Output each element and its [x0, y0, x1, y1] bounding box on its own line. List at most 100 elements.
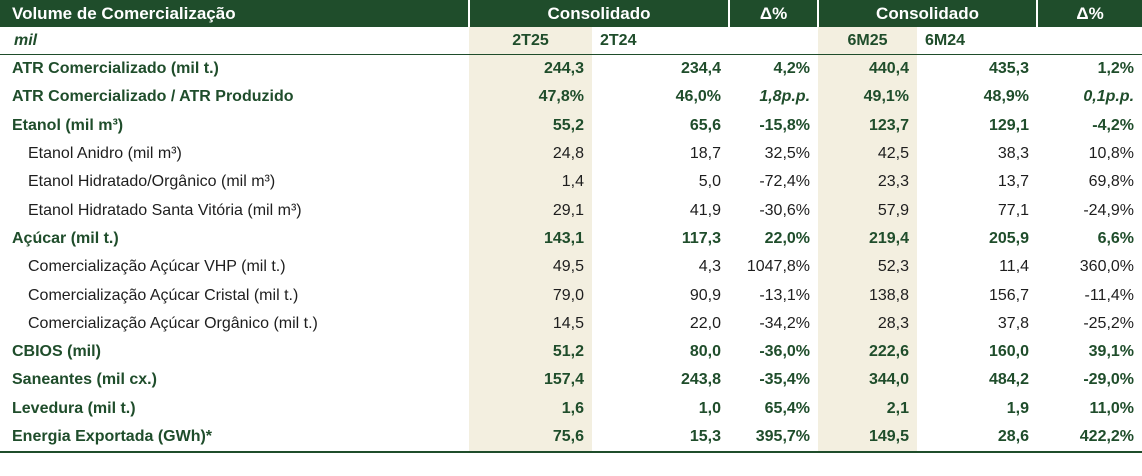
- cell-delta-h: 10,8%: [1088, 145, 1135, 163]
- cell-delta-q: 32,5%: [764, 145, 811, 163]
- cell-2t24: 117,3: [681, 229, 722, 247]
- cell-6m25: 28,3: [818, 309, 918, 338]
- cell-2t25: 14,5: [469, 309, 592, 338]
- cell-2t25: 157,4: [469, 366, 592, 395]
- delta-semester-header: Δ%: [1037, 0, 1142, 27]
- cell-delta-h: 0,1p.p.: [1083, 88, 1135, 106]
- row-label: Energia Exportada (GWh)*: [0, 422, 469, 454]
- row-label: Levedura (mil t.): [12, 399, 136, 417]
- cell-2t24: 80,0: [689, 343, 722, 361]
- row-label: Etanol Hidratado Santa Vitória (mil m³): [28, 201, 302, 219]
- row-label: Etanol Anidro (mil m³): [28, 145, 182, 163]
- cell-2t25: 51,2: [469, 337, 592, 367]
- cell-delta-q: -13,1%: [759, 286, 811, 304]
- cell-delta-h: 11,0%: [1089, 399, 1135, 417]
- cell-6m25: 149,5: [818, 422, 918, 454]
- cell-2t24: 234,4: [680, 60, 722, 78]
- cell-delta-h: 39,1%: [1088, 343, 1135, 361]
- header-row-groups: Volume de Comercialização Consolidado Δ%…: [0, 0, 1142, 27]
- table-row: Comercialização Açúcar Cristal (mil t.) …: [0, 281, 1142, 310]
- col-header-2t25: 2T25: [469, 27, 592, 55]
- cell-delta-q: -34,2%: [759, 314, 811, 332]
- cell-6m24: 13,7: [997, 173, 1030, 191]
- row-label: Açúcar (mil t.): [12, 229, 119, 247]
- cell-delta-q: -72,4%: [759, 173, 811, 191]
- cell-6m25: 2,1: [818, 394, 918, 423]
- cell-2t24: 90,9: [689, 286, 722, 304]
- cell-6m25: 49,1%: [818, 83, 918, 112]
- cell-6m24: 37,8: [997, 314, 1030, 332]
- cell-6m25: 23,3: [818, 168, 918, 197]
- cell-delta-q: 1,8p.p.: [759, 88, 811, 106]
- cell-6m25: 219,4: [818, 224, 918, 254]
- cell-delta-h: 360,0%: [1079, 258, 1135, 276]
- cell-6m24: 435,3: [988, 60, 1030, 78]
- row-label: Comercialização Açúcar VHP (mil t.): [28, 258, 286, 276]
- table-row: Etanol Hidratado Santa Vitória (mil m³) …: [0, 196, 1142, 225]
- row-label: ATR Comercializado / ATR Produzido: [12, 88, 294, 106]
- cell-delta-h: -29,0%: [1083, 371, 1135, 389]
- group-consolidado-quarter: Consolidado: [469, 0, 731, 27]
- unit-label: mil: [0, 27, 469, 55]
- cell-delta-h: -24,9%: [1083, 201, 1135, 219]
- cell-2t24: 5,0: [698, 173, 722, 191]
- cell-6m25: 344,0: [818, 366, 918, 395]
- cell-2t25: 75,6: [469, 422, 592, 454]
- table-row: Levedura (mil t.) 1,6 1,0 65,4% 2,1 1,9 …: [0, 394, 1142, 423]
- cell-delta-q: -15,8%: [759, 116, 811, 134]
- table-row: Etanol Anidro (mil m³) 24,8 18,7 32,5% 4…: [0, 139, 1142, 169]
- cell-6m24: 11,4: [999, 258, 1030, 276]
- table-row: ATR Comercializado / ATR Produzido 47,8%…: [0, 83, 1142, 112]
- cell-delta-q: 65,4%: [764, 399, 811, 417]
- cell-2t24: 65,6: [689, 116, 722, 134]
- cell-6m24: 38,3: [997, 145, 1030, 163]
- cell-2t25: 49,5: [469, 253, 592, 282]
- col-header-6m25: 6M25: [818, 27, 918, 55]
- cell-2t24: 15,3: [592, 422, 730, 454]
- table-row: Etanol (mil m³) 55,2 65,6 -15,8% 123,7 1…: [0, 111, 1142, 140]
- cell-6m25: 222,6: [818, 337, 918, 367]
- cell-2t25: 143,1: [469, 224, 592, 254]
- cell-6m25: 52,3: [818, 253, 918, 282]
- cell-delta-h: -4,2%: [1092, 116, 1135, 134]
- cell-6m25: 57,9: [818, 196, 918, 225]
- col-header-delta-q-blank: [729, 27, 819, 55]
- cell-delta-h: 69,8%: [1088, 173, 1135, 191]
- cell-delta-q: 395,7%: [729, 422, 819, 454]
- table-row: Etanol Hidratado/Orgânico (mil m³) 1,4 5…: [0, 168, 1142, 197]
- cell-2t24: 41,9: [689, 201, 722, 219]
- cell-2t24: 18,7: [689, 145, 722, 163]
- row-label: ATR Comercializado (mil t.): [12, 60, 219, 78]
- cell-delta-q: -35,4%: [759, 371, 811, 389]
- cell-delta-h: 6,6%: [1097, 229, 1135, 247]
- cell-6m24: 484,2: [988, 371, 1030, 389]
- cell-2t25: 1,6: [469, 394, 592, 423]
- cell-6m24: 156,7: [988, 286, 1030, 304]
- cell-2t25: 244,3: [469, 54, 592, 84]
- cell-2t24: 4,3: [698, 258, 722, 276]
- table-row: ATR Comercializado (mil t.) 244,3 234,4 …: [0, 54, 1142, 84]
- col-header-2t24: 2T24: [592, 27, 730, 55]
- cell-delta-h: 1,2%: [1097, 60, 1135, 78]
- row-label: Etanol Hidratado/Orgânico (mil m³): [28, 173, 276, 191]
- cell-2t25: 47,8%: [469, 83, 592, 112]
- table-row: Saneantes (mil cx.) 157,4 243,8 -35,4% 3…: [0, 366, 1142, 395]
- cell-6m24: 48,9%: [983, 88, 1030, 106]
- cell-delta-h: -11,4%: [1084, 286, 1135, 304]
- cell-delta-h: -25,2%: [1083, 314, 1135, 332]
- cell-2t24: 243,8: [680, 371, 722, 389]
- cell-2t24: 1,0: [698, 399, 722, 417]
- cell-delta-q: -36,0%: [759, 343, 811, 361]
- cell-6m24: 1,9: [1006, 399, 1030, 417]
- header-row-periods: mil 2T25 2T24 6M25 6M24: [0, 27, 1142, 55]
- table-row: Açúcar (mil t.) 143,1 117,3 22,0% 219,4 …: [0, 224, 1142, 254]
- cell-delta-h: 422,2%: [1037, 422, 1142, 454]
- cell-2t25: 79,0: [469, 281, 592, 310]
- cell-6m25: 440,4: [818, 54, 918, 84]
- cell-2t24: 46,0%: [675, 88, 722, 106]
- cell-delta-q: 1047,8%: [746, 258, 811, 276]
- row-label: Comercialização Açúcar Orgânico (mil t.): [28, 314, 318, 332]
- cell-6m25: 42,5: [818, 139, 918, 169]
- col-header-delta-h-blank: [1037, 27, 1142, 55]
- cell-delta-q: -30,6%: [759, 201, 811, 219]
